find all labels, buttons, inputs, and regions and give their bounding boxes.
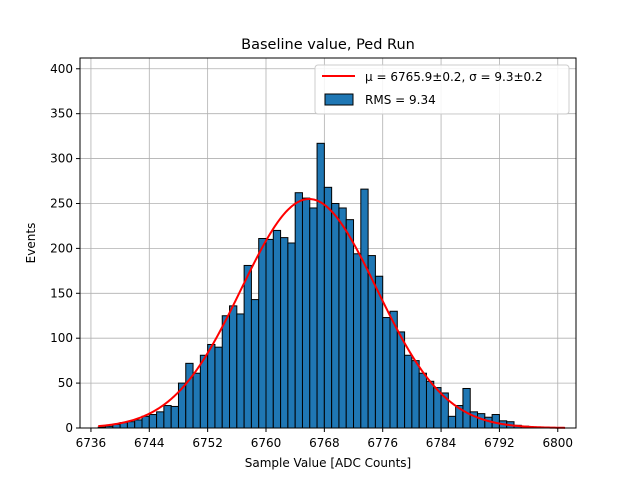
x-tick-label: 6792 xyxy=(484,436,515,450)
histogram-bars xyxy=(97,142,544,429)
chart-title: Baseline value, Ped Run xyxy=(241,37,415,53)
legend-hist-label: RMS = 9.34 xyxy=(365,93,436,107)
histogram-bar xyxy=(185,362,194,429)
histogram-bar xyxy=(265,238,274,429)
histogram-bar xyxy=(360,188,369,429)
histogram-bar xyxy=(382,317,391,429)
x-tick-label: 6760 xyxy=(251,436,282,450)
histogram-bar xyxy=(331,202,340,429)
y-tick-label: 100 xyxy=(50,331,73,345)
histogram-bar xyxy=(301,197,311,429)
y-axis-label: Events xyxy=(24,223,38,264)
histogram-bar xyxy=(287,242,296,429)
histogram-bar xyxy=(316,142,325,429)
y-tick-label: 400 xyxy=(50,62,73,76)
histogram-bar xyxy=(294,192,303,429)
histogram-bar xyxy=(243,264,252,429)
histogram-bar xyxy=(134,419,143,429)
x-axis-label: Sample Value [ADC Counts] xyxy=(245,456,411,470)
histogram-bar xyxy=(229,305,238,429)
histogram-bar xyxy=(404,354,413,429)
histogram-bar xyxy=(192,372,201,429)
histogram-bar xyxy=(236,313,245,429)
y-tick-label: 0 xyxy=(65,421,73,435)
y-tick-label: 250 xyxy=(50,196,73,210)
histogram-bar xyxy=(367,255,376,429)
x-tick-label: 6752 xyxy=(192,436,223,450)
histogram-bar xyxy=(141,415,150,429)
histogram-bar xyxy=(477,413,486,429)
histogram-bar xyxy=(221,315,231,429)
y-tick-label: 300 xyxy=(50,152,73,166)
legend-fit-label: μ = 6765.9±0.2, σ = 9.3±0.2 xyxy=(365,70,543,84)
legend-hist-swatch xyxy=(324,93,354,106)
legend: μ = 6765.9±0.2, σ = 9.3±0.2 RMS = 9.34 xyxy=(314,64,570,115)
y-tick-label: 150 xyxy=(50,286,73,300)
histogram-bar xyxy=(462,387,471,429)
y-tick-label: 50 xyxy=(58,376,73,390)
y-axis-ticks: 0 50 100 150 200 250 300 350 400 xyxy=(50,62,80,435)
x-tick-label: 6784 xyxy=(426,436,457,450)
histogram-bar xyxy=(170,405,179,429)
legend-box xyxy=(314,64,570,115)
histogram-bar xyxy=(126,421,136,429)
histogram-bar xyxy=(214,346,223,429)
x-tick-label: 6744 xyxy=(134,436,165,450)
histogram-bar xyxy=(280,237,289,429)
x-tick-label: 6776 xyxy=(367,436,398,450)
histogram-bar xyxy=(309,207,318,429)
histogram-bar xyxy=(447,415,457,429)
histogram-bar xyxy=(418,372,427,429)
gaussian-fit-curve xyxy=(98,198,566,429)
x-tick-label: 6800 xyxy=(542,436,573,450)
histogram-bar xyxy=(163,405,172,429)
y-tick-label: 200 xyxy=(50,241,73,255)
histogram-bar xyxy=(258,238,267,429)
histogram-bar xyxy=(250,299,260,429)
histogram-bar xyxy=(199,354,209,429)
histogram-bar xyxy=(345,219,355,429)
histogram-bar xyxy=(425,380,435,429)
histogram-bar xyxy=(396,331,406,429)
plot-frame xyxy=(79,57,577,429)
histogram-bar xyxy=(207,343,216,429)
y-tick-label: 350 xyxy=(50,107,73,121)
x-axis-ticks: 6736 6744 6752 6760 6768 6776 6784 6792 6800 xyxy=(76,428,573,450)
histogram-bar xyxy=(338,207,347,429)
histogram-bar xyxy=(353,253,362,429)
histogram-bar xyxy=(156,411,165,429)
histogram-bar xyxy=(411,360,420,429)
x-tick-label: 6736 xyxy=(76,436,107,450)
x-tick-label: 6768 xyxy=(309,436,340,450)
histogram-bar xyxy=(148,414,158,429)
histogram-bar xyxy=(323,186,333,429)
histogram-bar xyxy=(272,229,282,429)
